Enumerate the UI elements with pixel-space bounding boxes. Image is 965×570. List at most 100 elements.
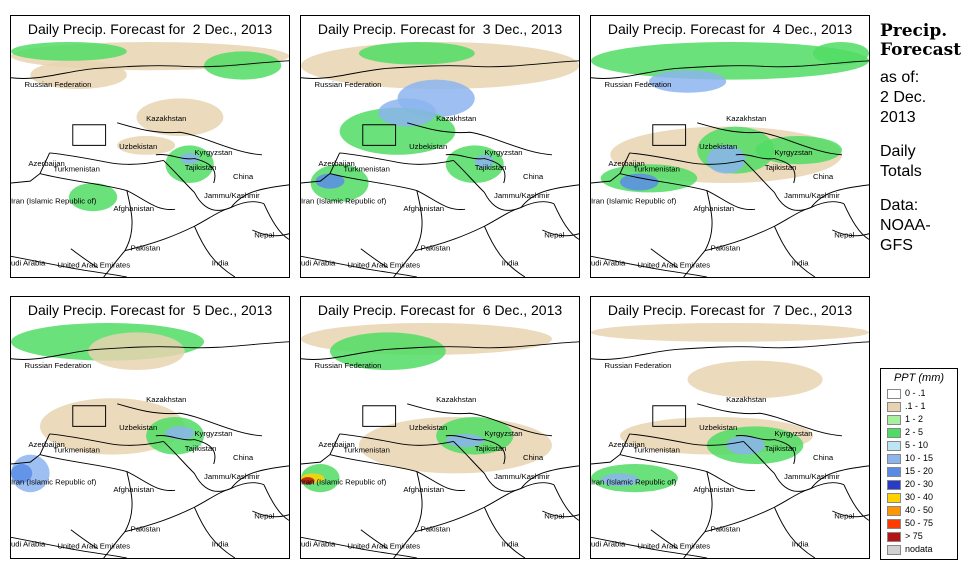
legend-swatch xyxy=(887,545,901,555)
border-caspian xyxy=(11,152,51,184)
precip-map: Russian Federation Kazakhstan Uzbekistan… xyxy=(301,42,579,277)
label-kyrgyzstan: Kyrgyzstan xyxy=(194,148,232,157)
country-labels: Russian Federation Kazakhstan Uzbekistan… xyxy=(301,80,565,269)
label-nepal: Nepal xyxy=(254,512,274,521)
border-russia-kazakhstan xyxy=(11,60,289,79)
panel-map: Russian Federation Kazakhstan Uzbekistan… xyxy=(11,42,289,277)
label-kyrgyzstan: Kyrgyzstan xyxy=(484,148,522,157)
border-russia-kazakhstan xyxy=(591,341,869,360)
border-nepal xyxy=(542,229,579,237)
legend-item: 2 - 5 xyxy=(887,427,955,439)
legend-label: 30 - 40 xyxy=(905,492,934,502)
precip-area xyxy=(301,477,315,485)
asof-date-1: 2 Dec. xyxy=(880,89,927,106)
legend-label: 15 - 20 xyxy=(905,466,934,476)
precip-layer xyxy=(11,323,205,493)
precip-map: Russian Federation Kazakhstan Uzbekistan… xyxy=(11,42,289,277)
legend-label: 1 - 2 xyxy=(905,414,924,424)
border-tajik xyxy=(155,435,216,465)
label-kazakhstan: Kazakhstan xyxy=(726,395,766,404)
precip-area xyxy=(648,70,727,93)
border-russia-kazakhstan xyxy=(301,60,579,79)
precip-area xyxy=(474,154,495,168)
label-turkmenistan: Turkmenistan xyxy=(53,165,99,174)
precip-area xyxy=(68,183,118,212)
data-label: Data: xyxy=(880,197,919,214)
label-jammu: Jammu/Kashmir xyxy=(204,472,260,481)
label-saudi: udi Arabia xyxy=(591,259,626,268)
legend-swatch xyxy=(887,441,901,451)
legend-item: 5 - 10 xyxy=(887,440,955,452)
label-afghanistan: Afghanistan xyxy=(403,485,444,494)
border-pakistan-india xyxy=(193,226,236,277)
label-kyrgyzstan: Kyrgyzstan xyxy=(774,429,812,438)
label-kazakhstan: Kazakhstan xyxy=(146,114,186,123)
label-india: India xyxy=(502,540,519,549)
legend-item: > 75 xyxy=(887,531,955,543)
border-iran-north xyxy=(619,454,756,491)
legend-swatch xyxy=(887,532,901,542)
label-tajikistan: Tajikistan xyxy=(475,444,507,453)
border-iran-north xyxy=(329,454,466,491)
border-tajik xyxy=(735,435,796,465)
panel-title: Daily Precip. Forecast for 5 Dec., 2013 xyxy=(11,297,289,324)
label-jammu: Jammu/Kashmir xyxy=(204,191,260,200)
label-jammu: Jammu/Kashmir xyxy=(494,191,550,200)
label-kyrgyzstan: Kyrgyzstan xyxy=(774,148,812,157)
precip-area xyxy=(755,136,842,165)
label-uae: United Arab Emirates xyxy=(347,261,420,270)
totals-label: Totals xyxy=(880,163,922,180)
border-uae xyxy=(360,248,389,269)
border-kazakhstan-south xyxy=(697,403,843,437)
label-pakistan: Pakistan xyxy=(131,244,161,253)
precip-area xyxy=(445,145,504,183)
legend-swatch xyxy=(887,389,901,399)
border-afghan-pakistan xyxy=(124,482,265,533)
border-kazakhstan-south xyxy=(117,122,263,156)
label-kazakhstan: Kazakhstan xyxy=(146,395,186,404)
label-china: China xyxy=(523,453,544,462)
label-uae: United Arab Emirates xyxy=(637,542,710,551)
label-uae: United Arab Emirates xyxy=(57,542,130,551)
border-uae xyxy=(360,529,389,550)
legend-swatch xyxy=(887,415,901,425)
label-uzbekistan: Uzbekistan xyxy=(699,423,737,432)
border-aral xyxy=(652,405,687,427)
forecast-panel-dec-2: Daily Precip. Forecast for 2 Dec., 2013 … xyxy=(10,15,290,278)
label-kazakhstan: Kazakhstan xyxy=(726,114,766,123)
label-russia: Russian Federation xyxy=(315,361,382,370)
country-borders xyxy=(11,60,289,277)
label-china: China xyxy=(233,453,254,462)
border-india-china xyxy=(263,484,289,521)
label-uae: United Arab Emirates xyxy=(57,261,130,270)
precip-area xyxy=(813,42,869,65)
legend-item: 10 - 15 xyxy=(887,453,955,465)
border-afghan-pakistan xyxy=(124,201,265,252)
heading-line-1: Precip. xyxy=(880,21,948,41)
border-iran-north xyxy=(39,454,176,491)
legend-swatch xyxy=(887,402,901,412)
border-iran-north xyxy=(39,173,176,210)
precip-area xyxy=(165,426,195,440)
border-caspian xyxy=(591,152,631,184)
label-pakistan: Pakistan xyxy=(711,525,741,534)
precip-area xyxy=(11,464,33,483)
label-saudi: udi Arabia xyxy=(11,259,46,268)
precip-layer xyxy=(301,323,552,493)
legend-swatch xyxy=(887,467,901,477)
panel-map: Russian Federation Kazakhstan Uzbekistan… xyxy=(301,42,579,277)
precip-layer xyxy=(591,323,869,493)
panel-map: Russian Federation Kazakhstan Uzbekistan… xyxy=(301,323,579,558)
label-tajikistan: Tajikistan xyxy=(185,444,217,453)
border-afghan-north xyxy=(453,160,522,211)
label-iran: Iran (Islamic Republic of) xyxy=(301,478,387,487)
precip-area xyxy=(619,173,659,191)
border-nepal xyxy=(252,229,289,237)
label-jammu: Jammu/Kashmir xyxy=(784,472,840,481)
border-uzbekistan-turkmenistan xyxy=(49,433,164,446)
border-india-china xyxy=(553,484,579,521)
ppt-legend: PPT (mm) 0 - .1 .1 - 1 1 - 2 2 - 5 5 - 10 10 … xyxy=(880,368,958,560)
label-uzbekistan: Uzbekistan xyxy=(119,423,157,432)
panel-title: Daily Precip. Forecast for 7 Dec., 2013 xyxy=(591,297,869,324)
panel-map: Russian Federation Kazakhstan Uzbekistan… xyxy=(11,323,289,558)
